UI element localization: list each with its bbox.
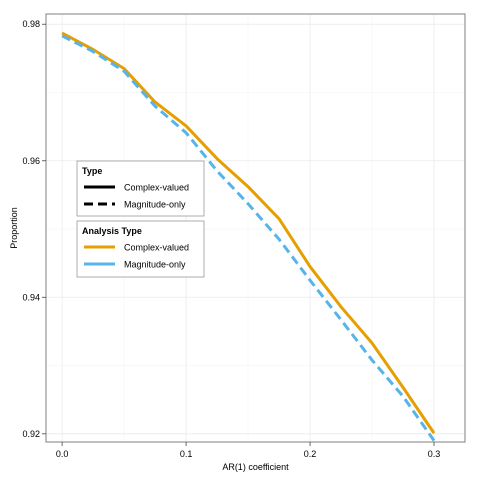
x-tick-label: 0.0 [56,449,69,459]
grid-layer [46,14,465,442]
x-tick-label: 0.1 [180,449,193,459]
legend-entry-label: Complex-valued [124,183,189,193]
legend-box-analysis-type: Analysis Type Complex-valued Magnitude-onl… [76,220,205,278]
series-line-magnitude-only [61,34,436,442]
plot-panel-border [45,13,466,443]
legend-layer: TypeComplex-valuedMagnitude-onlyAnalysis… [76,160,205,278]
legend-title: Type [82,166,102,176]
series-line-complex-valued [61,31,436,434]
y-tick-label: 0.92 [22,429,40,439]
y-tick-label: 0.98 [22,19,40,29]
legend-frame [76,220,205,278]
x-axis-label: AR(1) coefficient [222,462,289,472]
x-tick-label: 0.2 [304,449,317,459]
axis-layer: 0.0 0.1 0.2 0.3 0.92 0.94 0.96 0.98 [22,19,440,459]
legend-box-type: Type Complex-valued Magnitude-only [76,160,205,217]
legend-title: Analysis Type [82,226,142,236]
legend-entry-label: Complex-valued [124,243,189,253]
legend-entry-label: Magnitude-only [124,200,186,210]
x-tick-label: 0.3 [428,449,441,459]
y-tick-label: 0.96 [22,156,40,166]
series-layer [61,31,436,442]
y-tick-label: 0.94 [22,292,40,302]
y-axis-label: Proportion [9,207,19,249]
legend-entry-label: Magnitude-only [124,260,186,270]
